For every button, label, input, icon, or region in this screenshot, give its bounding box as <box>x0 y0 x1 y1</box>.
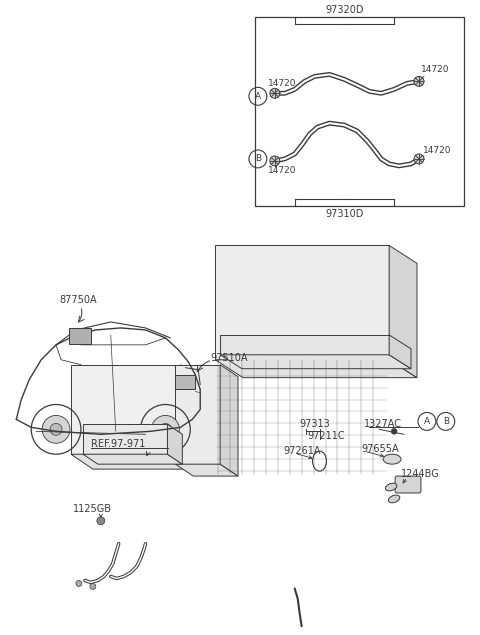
Text: 97211C: 97211C <box>308 431 345 441</box>
Circle shape <box>76 580 82 587</box>
Circle shape <box>159 424 171 436</box>
Bar <box>255 17 464 206</box>
Circle shape <box>50 424 62 436</box>
Polygon shape <box>389 245 417 378</box>
Text: B: B <box>443 417 449 426</box>
Circle shape <box>270 156 280 166</box>
Circle shape <box>42 415 70 443</box>
Polygon shape <box>180 364 202 469</box>
Text: 14720: 14720 <box>423 147 451 156</box>
Circle shape <box>391 429 397 434</box>
Polygon shape <box>220 355 411 369</box>
Circle shape <box>152 415 180 443</box>
Text: B: B <box>255 154 261 163</box>
Text: 14720: 14720 <box>268 79 296 88</box>
Text: REF.97-971: REF.97-971 <box>91 439 145 449</box>
Circle shape <box>90 584 96 589</box>
Polygon shape <box>175 464 238 476</box>
Polygon shape <box>389 335 411 369</box>
Text: 97313: 97313 <box>300 419 330 429</box>
Bar <box>175 375 195 389</box>
Circle shape <box>270 88 280 98</box>
Polygon shape <box>215 245 389 360</box>
Polygon shape <box>71 454 202 469</box>
Ellipse shape <box>383 454 401 464</box>
Circle shape <box>414 76 424 86</box>
Text: 1327AC: 1327AC <box>364 419 402 429</box>
Text: 97655A: 97655A <box>361 444 399 454</box>
Text: 97320D: 97320D <box>325 5 364 15</box>
Bar <box>69 328 91 344</box>
Polygon shape <box>83 424 168 454</box>
Text: 14720: 14720 <box>268 166 296 175</box>
Circle shape <box>414 154 424 164</box>
Polygon shape <box>168 424 182 464</box>
Text: 97261A: 97261A <box>284 446 321 456</box>
Text: 87750A: 87750A <box>59 295 96 305</box>
Polygon shape <box>215 360 417 378</box>
Text: 97310D: 97310D <box>325 209 363 218</box>
Ellipse shape <box>385 483 397 491</box>
Circle shape <box>97 517 105 525</box>
Polygon shape <box>83 454 182 464</box>
Polygon shape <box>71 364 180 454</box>
FancyBboxPatch shape <box>395 476 421 493</box>
Text: 14720: 14720 <box>421 65 449 74</box>
Text: 1125GB: 1125GB <box>73 504 112 514</box>
Ellipse shape <box>388 495 400 503</box>
Polygon shape <box>175 364 220 464</box>
Text: 97510A: 97510A <box>210 353 248 363</box>
Polygon shape <box>220 364 238 476</box>
Polygon shape <box>220 335 389 355</box>
Text: A: A <box>424 417 430 426</box>
Text: A: A <box>255 92 261 101</box>
Text: 1244BG: 1244BG <box>401 469 440 479</box>
